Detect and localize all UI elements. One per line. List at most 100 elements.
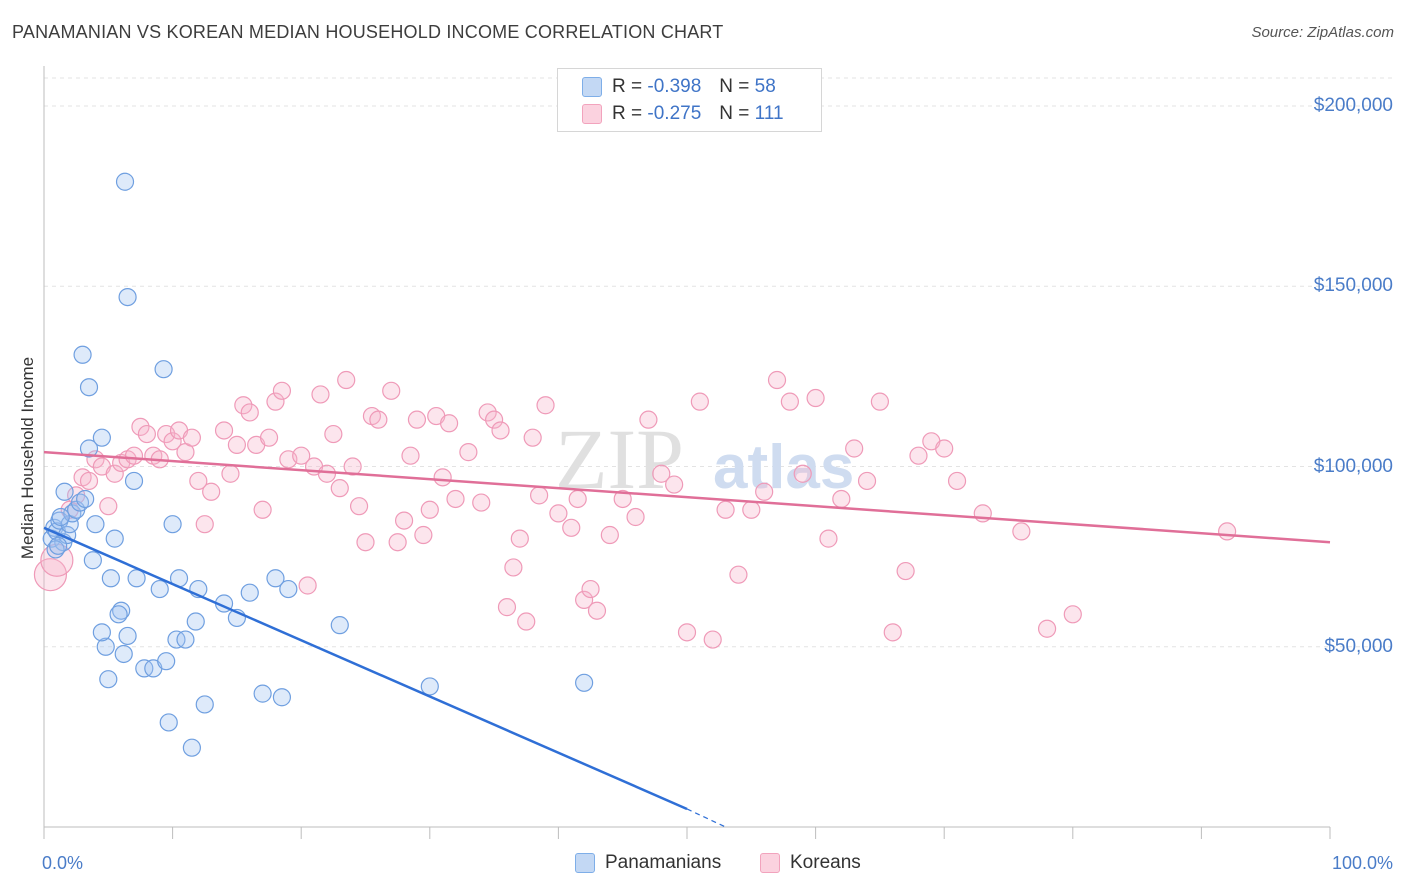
korean-point xyxy=(1063,605,1082,624)
legend-row-panamanians: R = -0.398 N = 58 xyxy=(582,75,776,99)
panamanian-point xyxy=(118,626,137,646)
panamanian-point xyxy=(92,428,111,447)
panamanians-legend-swatch xyxy=(575,853,595,873)
korean-point xyxy=(433,468,452,487)
panamanian-point xyxy=(83,551,102,570)
korean-point xyxy=(568,489,587,509)
korean-point xyxy=(517,612,536,631)
korean-point xyxy=(369,410,388,429)
korean-point xyxy=(510,529,529,548)
panamanians-swatch xyxy=(582,77,602,97)
korean-point xyxy=(504,558,523,577)
korean-point xyxy=(575,590,594,610)
korean-point xyxy=(1012,522,1031,541)
korean-point xyxy=(491,421,510,440)
korean-point xyxy=(780,392,799,411)
panamanian-point xyxy=(272,688,292,707)
panamanian-point xyxy=(92,623,111,642)
korean-point xyxy=(600,525,619,545)
panamanians-trend-line xyxy=(43,526,688,811)
y-tick-label: $150,000 xyxy=(1313,275,1393,297)
korean-point xyxy=(1037,619,1057,638)
korean-point xyxy=(324,424,343,444)
panamanian-point xyxy=(109,605,128,624)
koreans-swatch xyxy=(582,104,602,124)
korean-point xyxy=(40,543,74,577)
panamanian-point xyxy=(118,288,137,307)
panamanian-point xyxy=(114,644,133,664)
korean-point xyxy=(227,435,246,454)
korean-point xyxy=(330,479,349,498)
korean-point xyxy=(446,489,465,509)
koreans-trend-line xyxy=(43,450,1331,544)
panamanian-point xyxy=(575,673,594,692)
korean-point xyxy=(472,493,491,512)
panamanian-point xyxy=(70,493,90,512)
korean-point xyxy=(497,598,517,617)
x-tick-label-min: 0.0% xyxy=(42,853,84,873)
panamanian-point xyxy=(150,579,169,599)
panamanians-r-value: -0.398 xyxy=(647,76,702,97)
korean-point xyxy=(298,576,317,595)
korean-point xyxy=(857,471,877,491)
korean-point xyxy=(195,515,214,534)
panamanian-point xyxy=(49,536,68,555)
panamanian-point xyxy=(182,738,201,757)
panamanian-point xyxy=(176,630,195,649)
panamanian-point xyxy=(73,345,92,364)
panamanian-point xyxy=(253,684,272,703)
panamanian-point xyxy=(186,612,205,631)
korean-point xyxy=(259,428,279,447)
koreans-n-value: 111 xyxy=(754,103,784,124)
korean-point xyxy=(652,464,671,483)
korean-point xyxy=(343,457,362,476)
panamanian-point xyxy=(420,677,439,696)
panamanian-point xyxy=(115,172,135,191)
panamanian-point xyxy=(105,529,124,548)
korean-point xyxy=(182,428,201,447)
r-label: R = xyxy=(612,76,643,97)
korean-point xyxy=(163,432,182,451)
panamanian-point xyxy=(79,439,99,458)
panamanian-point xyxy=(124,471,144,491)
korean-point xyxy=(562,518,581,537)
korean-point xyxy=(806,388,825,408)
panamanian-point xyxy=(99,670,118,689)
korean-point xyxy=(99,497,118,516)
korean-point xyxy=(439,414,459,433)
gridlines xyxy=(44,77,1394,648)
korean-point xyxy=(253,500,272,519)
data-points xyxy=(33,172,1237,757)
korean-point xyxy=(536,396,555,415)
panamanian-point xyxy=(76,489,95,509)
panamanian-point xyxy=(127,569,146,588)
panamanians-trend-extension xyxy=(686,808,726,828)
korean-point xyxy=(716,500,735,519)
korean-point xyxy=(845,439,864,458)
korean-point xyxy=(137,424,156,444)
korean-point xyxy=(234,396,253,415)
korean-point xyxy=(883,623,902,642)
korean-point xyxy=(202,482,221,501)
korean-point xyxy=(677,623,697,642)
axes xyxy=(43,66,1331,839)
panamanian-point xyxy=(279,579,298,599)
korean-point xyxy=(266,392,285,411)
korean-point xyxy=(356,533,375,552)
panamanian-point xyxy=(195,695,214,714)
korean-point xyxy=(124,446,144,465)
n-label: N = xyxy=(719,76,750,97)
korean-point xyxy=(272,381,292,400)
korean-point xyxy=(79,471,99,491)
koreans-legend-label: Koreans xyxy=(790,852,861,873)
korean-point xyxy=(587,601,607,620)
series-legend-koreans[interactable]: Koreans xyxy=(760,852,861,874)
korean-point xyxy=(394,511,414,530)
korean-point xyxy=(665,475,684,494)
panamanian-point xyxy=(55,482,74,501)
legend-row-koreans: R = -0.275 N = 111 xyxy=(582,102,784,126)
series-legend-panamanians[interactable]: Panamanians xyxy=(575,852,721,874)
panamanian-point xyxy=(51,507,70,527)
korean-point xyxy=(349,497,369,516)
